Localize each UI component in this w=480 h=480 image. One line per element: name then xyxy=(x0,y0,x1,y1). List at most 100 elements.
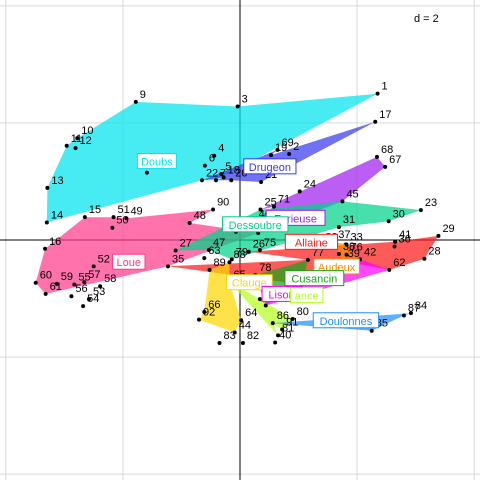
point-label-55: 55 xyxy=(78,271,90,283)
point-label-27: 27 xyxy=(180,238,192,250)
point-86 xyxy=(270,321,275,326)
point-90 xyxy=(211,207,216,212)
point-89 xyxy=(207,267,212,272)
point-48 xyxy=(187,221,192,226)
point-1 xyxy=(375,91,380,96)
point-label-76: 76 xyxy=(351,242,363,254)
point-label-49: 49 xyxy=(130,205,142,217)
point-label-66: 66 xyxy=(208,299,220,311)
point-53 xyxy=(86,297,91,302)
group-label-clauge: Clauge xyxy=(232,278,267,290)
point-label-38: 38 xyxy=(343,241,355,253)
point-label-16: 16 xyxy=(49,236,61,248)
point-81 xyxy=(276,333,281,338)
point-80 xyxy=(290,317,295,322)
point-label-91: 91 xyxy=(286,317,298,329)
point-label-77: 77 xyxy=(312,247,324,259)
data-points xyxy=(33,91,441,346)
point-66 xyxy=(202,310,207,314)
point-label-40: 40 xyxy=(279,329,291,341)
point-label-87: 87 xyxy=(408,303,420,315)
point-label-82: 82 xyxy=(247,330,259,342)
point-label-48: 48 xyxy=(194,210,206,222)
point-16 xyxy=(43,246,48,251)
group-label-cusancin: Cusancin xyxy=(291,274,337,286)
point-64 xyxy=(239,318,244,323)
point-label-19: 19 xyxy=(275,142,287,154)
point-label-28: 28 xyxy=(428,246,440,258)
point-label-2: 2 xyxy=(293,141,299,153)
point-91 xyxy=(280,327,285,332)
group-label-box xyxy=(226,274,273,291)
point-label-52: 52 xyxy=(98,253,110,265)
group-hull-allaine xyxy=(168,235,439,285)
point-label-51: 51 xyxy=(118,204,130,216)
point-label-6: 6 xyxy=(209,153,215,165)
point-71 xyxy=(271,204,276,209)
point-label-86: 86 xyxy=(277,310,289,322)
point-18 xyxy=(221,175,226,180)
point-27 xyxy=(173,248,178,253)
point-75 xyxy=(257,247,262,252)
point-label-39: 39 xyxy=(348,248,360,260)
group-hull-audeux xyxy=(334,241,360,262)
point-45 xyxy=(340,199,345,204)
point-61 xyxy=(43,291,48,296)
point-label-71: 71 xyxy=(278,194,290,206)
group-label-box xyxy=(290,287,324,304)
group-hull-doubs xyxy=(46,93,378,223)
point-57 xyxy=(82,280,87,285)
point-30 xyxy=(386,219,391,224)
point-8 xyxy=(144,170,149,175)
point-label-36: 36 xyxy=(399,233,411,245)
group-label-box xyxy=(136,153,177,170)
group-label-loue: Loue xyxy=(117,257,141,269)
point-14 xyxy=(44,220,49,225)
point-label-90: 90 xyxy=(217,197,229,209)
point-label-9: 9 xyxy=(140,89,146,101)
point-label-25: 25 xyxy=(264,197,276,209)
point-68 xyxy=(374,154,379,159)
point-label-17: 17 xyxy=(379,109,391,121)
group-label-dessoubre: Dessoubre xyxy=(229,220,282,232)
point-4 xyxy=(212,153,217,158)
point-23 xyxy=(418,208,423,213)
group-hull-loue-amont xyxy=(229,282,293,336)
point-label-89: 89 xyxy=(214,257,226,269)
point-26 xyxy=(246,249,251,254)
point-63 xyxy=(202,256,207,261)
point-label-11: 11 xyxy=(71,133,82,145)
group-hull-clauge xyxy=(199,262,242,333)
point-label-75: 75 xyxy=(264,237,276,249)
point-58 xyxy=(98,284,103,289)
point-label-23: 23 xyxy=(425,197,437,209)
point-label-67: 67 xyxy=(389,154,401,166)
point-label-1: 1 xyxy=(382,81,388,93)
point-label-4: 4 xyxy=(218,143,224,155)
point-6 xyxy=(202,163,207,168)
point-17 xyxy=(373,119,378,124)
point-label-61: 61 xyxy=(50,281,62,293)
point-85 xyxy=(369,328,374,333)
point-label-13: 13 xyxy=(51,175,63,187)
point-label-29: 29 xyxy=(442,223,454,235)
point-38 xyxy=(336,252,341,257)
point-24 xyxy=(297,189,302,194)
point-label-57: 57 xyxy=(88,269,100,281)
group-label-doulonnes: Doulonnes xyxy=(320,316,373,328)
point-87 xyxy=(401,313,406,318)
point-44 xyxy=(232,330,237,335)
point-13 xyxy=(45,185,50,190)
group-hull-dessoubre xyxy=(175,201,421,260)
group-label-box xyxy=(284,233,339,250)
point-60 xyxy=(33,280,38,285)
group-label-box xyxy=(284,270,345,287)
grid-label-box: d = 2 xyxy=(410,8,462,28)
point-12 xyxy=(73,146,78,151)
group-label-doubs: Doubs xyxy=(141,157,173,169)
point-84 xyxy=(408,311,413,316)
point-label-30: 30 xyxy=(393,208,405,220)
point-label-10: 10 xyxy=(81,125,93,137)
point-15 xyxy=(82,215,87,220)
point-label-92: 92 xyxy=(203,307,215,319)
